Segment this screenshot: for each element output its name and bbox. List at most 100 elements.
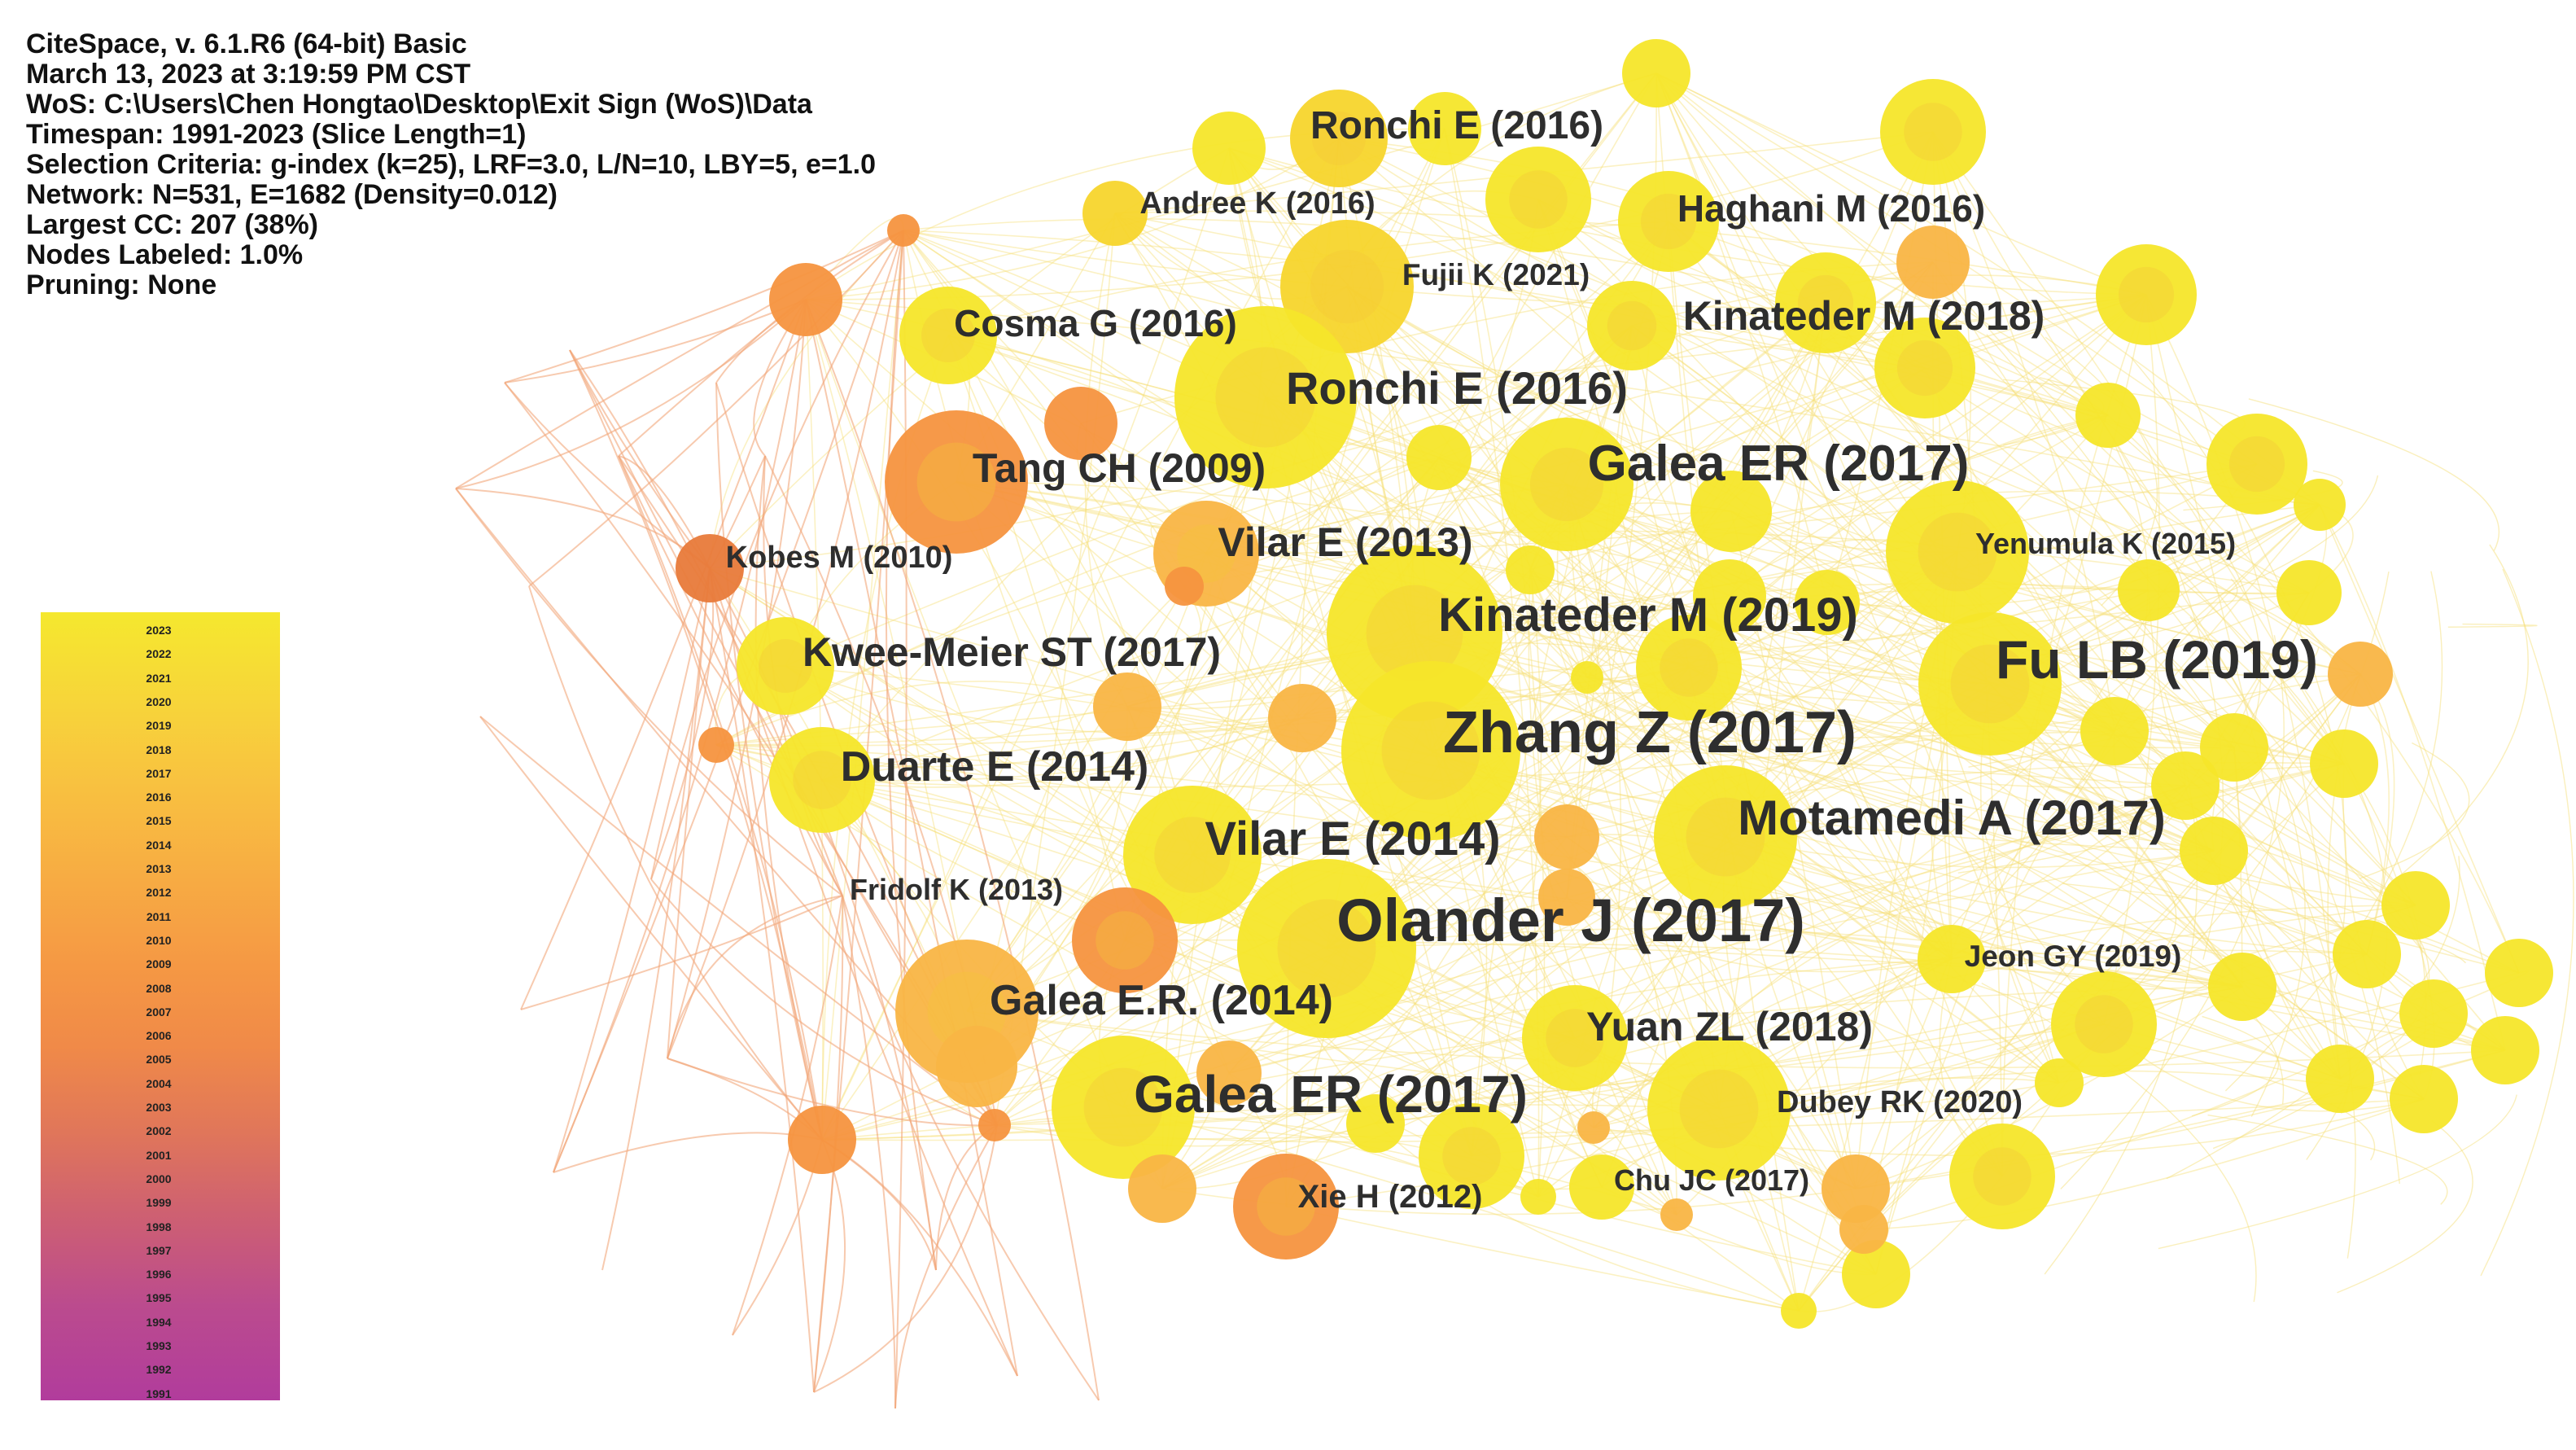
reference-node[interactable]: [769, 727, 875, 833]
reference-node[interactable]: [2035, 1058, 2084, 1107]
reference-node[interactable]: [2208, 953, 2276, 1021]
reference-node[interactable]: [698, 727, 734, 763]
reference-node[interactable]: [2075, 383, 2141, 448]
reference-node[interactable]: [1192, 112, 1266, 185]
reference-node[interactable]: [887, 214, 920, 247]
reference-node[interactable]: [2180, 817, 2248, 885]
reference-node[interactable]: [885, 410, 1028, 554]
reference-node[interactable]: [2294, 479, 2346, 531]
label-andree-2016[interactable]: Andree K (2016): [1139, 186, 1375, 221]
reference-node[interactable]: [1690, 471, 1772, 552]
reference-node[interactable]: [1123, 786, 1262, 924]
label-yuan-2018[interactable]: Yuan ZL (2018): [1586, 1004, 1873, 1049]
label-vilar-2013[interactable]: Vilar E (2013): [1218, 519, 1472, 565]
reference-node[interactable]: [1918, 612, 2062, 756]
reference-node[interactable]: [1082, 181, 1148, 246]
reference-node[interactable]: [1290, 90, 1388, 187]
reference-node[interactable]: [1775, 252, 1876, 353]
reference-node[interactable]: [1538, 869, 1595, 926]
reference-node[interactable]: [2151, 751, 2220, 820]
reference-node[interactable]: [1174, 306, 1357, 488]
reference-node[interactable]: [1654, 765, 1797, 909]
reference-node[interactable]: [2399, 979, 2468, 1048]
label-olander-2017[interactable]: Olander J (2017): [1336, 887, 1805, 954]
label-tang-2009[interactable]: Tang CH (2009): [973, 445, 1266, 491]
label-kwee-meier-2017[interactable]: Kwee-Meier ST (2017): [803, 629, 1221, 675]
reference-node[interactable]: [1052, 1036, 1195, 1179]
reference-node[interactable]: [1522, 985, 1628, 1091]
reference-node[interactable]: [1693, 559, 1766, 633]
reference-node[interactable]: [1237, 859, 1416, 1038]
reference-node[interactable]: [2200, 713, 2268, 782]
reference-node[interactable]: [2485, 939, 2553, 1007]
reference-node[interactable]: [1618, 171, 1719, 272]
label-fridolf-2013[interactable]: Fridolf K (2013): [850, 873, 1063, 906]
label-dubey-2020[interactable]: Dubey RK (2020): [1777, 1085, 2023, 1119]
label-vilar-2014[interactable]: Vilar E (2014): [1205, 813, 1500, 865]
reference-node[interactable]: [978, 1109, 1011, 1141]
label-motamedi-2017[interactable]: Motamedi A (2017): [1738, 791, 2166, 845]
reference-node[interactable]: [1874, 318, 1975, 418]
reference-node[interactable]: [1500, 418, 1634, 551]
reference-node[interactable]: [2310, 729, 2378, 798]
reference-node[interactable]: [2080, 697, 2149, 765]
label-galea-2014[interactable]: Galea E.R. (2014): [990, 977, 1333, 1024]
reference-node[interactable]: [1419, 1103, 1524, 1209]
reference-node[interactable]: [1341, 661, 1520, 840]
label-galea-2017-bottom[interactable]: Galea ER (2017): [1134, 1065, 1528, 1124]
label-chu-2017[interactable]: Chu JC (2017): [1614, 1163, 1809, 1197]
reference-node[interactable]: [1268, 684, 1336, 752]
reference-node[interactable]: [1949, 1124, 2055, 1229]
label-zhang-2017[interactable]: Zhang Z (2017): [1443, 700, 1857, 765]
reference-node[interactable]: [2276, 560, 2342, 625]
reference-node[interactable]: [1196, 1040, 1262, 1106]
reference-node[interactable]: [1839, 1205, 1888, 1254]
reference-node[interactable]: [1408, 92, 1481, 165]
reference-node[interactable]: [1506, 545, 1555, 594]
reference-node[interactable]: [1781, 1293, 1817, 1329]
label-ronchi-2016-top[interactable]: Ronchi E (2016): [1310, 104, 1603, 147]
reference-node[interactable]: [1128, 1154, 1196, 1223]
reference-node[interactable]: [1880, 79, 1986, 185]
reference-node[interactable]: [1660, 1198, 1693, 1231]
label-galea-2017-top[interactable]: Galea ER (2017): [1588, 436, 1970, 492]
reference-node[interactable]: [1485, 147, 1591, 252]
reference-node[interactable]: [1587, 281, 1677, 370]
reference-node[interactable]: [1886, 480, 2029, 624]
reference-node[interactable]: [2096, 244, 2197, 345]
reference-node[interactable]: [676, 534, 744, 602]
label-kinateder-2018[interactable]: Kinateder M (2018): [1683, 293, 2045, 339]
reference-node[interactable]: [769, 263, 842, 336]
reference-node[interactable]: [1165, 567, 1204, 606]
reference-node[interactable]: [1636, 615, 1742, 721]
reference-node[interactable]: [1577, 1111, 1610, 1144]
reference-node[interactable]: [1647, 1037, 1791, 1181]
reference-node[interactable]: [1622, 39, 1690, 107]
reference-node[interactable]: [1044, 387, 1117, 460]
label-fujii-2021[interactable]: Fujii K (2021): [1402, 258, 1590, 291]
reference-node[interactable]: [1520, 1179, 1556, 1215]
reference-node[interactable]: [2306, 1045, 2374, 1113]
reference-node[interactable]: [1842, 1240, 1910, 1308]
reference-node[interactable]: [1571, 661, 1603, 694]
reference-node[interactable]: [2471, 1016, 2539, 1084]
label-kobes-2010[interactable]: Kobes M (2010): [726, 541, 953, 575]
reference-node[interactable]: [1072, 887, 1178, 993]
reference-node[interactable]: [1918, 925, 1986, 993]
label-cosma-2016[interactable]: Cosma G (2016): [954, 302, 1237, 344]
label-kinateder-2019[interactable]: Kinateder M (2019): [1438, 589, 1858, 642]
label-ronchi-2016-mid[interactable]: Ronchi E (2016): [1286, 362, 1628, 414]
reference-node[interactable]: [2206, 414, 2307, 515]
label-jeon-2019[interactable]: Jeon GY (2019): [1965, 940, 2182, 973]
reference-node[interactable]: [899, 287, 997, 384]
reference-node[interactable]: [1233, 1154, 1339, 1259]
reference-node[interactable]: [936, 1026, 1017, 1107]
label-yenumula-2015[interactable]: Yenumula K (2015): [1975, 527, 2236, 560]
label-haghani-2016[interactable]: Haghani M (2016): [1677, 187, 1985, 230]
reference-node[interactable]: [2333, 920, 2401, 988]
reference-node[interactable]: [1406, 425, 1472, 490]
reference-node[interactable]: [1795, 570, 1860, 635]
reference-node[interactable]: [2118, 559, 2180, 621]
reference-node[interactable]: [1346, 1094, 1405, 1153]
reference-node[interactable]: [1896, 226, 1970, 299]
